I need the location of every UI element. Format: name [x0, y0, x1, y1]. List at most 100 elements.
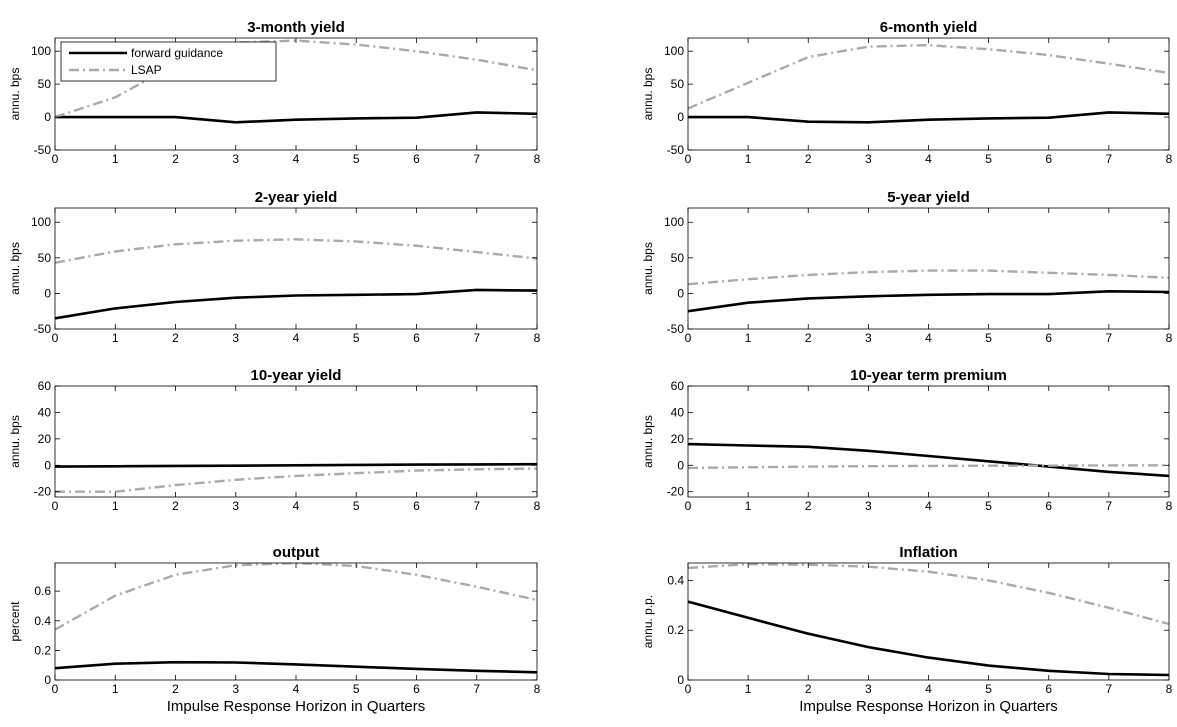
legend-label-forward-guidance: forward guidance [131, 46, 223, 60]
x-tick-label: 4 [293, 682, 300, 696]
y-tick-label: 0.4 [667, 573, 684, 587]
series-line-lsap [688, 563, 1169, 626]
series-line-lsap [55, 238, 537, 264]
x-tick-label: 3 [865, 152, 872, 166]
y-axis-label: annu. bps [641, 415, 655, 468]
x-tick-label: 4 [293, 152, 300, 166]
panel-title: 3-month yield [247, 19, 345, 36]
x-tick-label: 5 [353, 331, 360, 345]
x-tick-label: 8 [1166, 499, 1173, 513]
y-tick-label: 0 [44, 286, 51, 300]
x-tick-label: 4 [293, 331, 300, 345]
y-tick-label: 100 [664, 44, 684, 58]
y-tick-label: 40 [671, 405, 685, 419]
x-tick-label: 6 [413, 331, 420, 345]
x-tick-label: 5 [985, 499, 992, 513]
x-tick-label: 3 [865, 682, 872, 696]
x-tick-label: 1 [745, 499, 752, 513]
y-tick-label: 0 [677, 110, 684, 124]
y-tick-label: 20 [671, 432, 685, 446]
x-tick-label: 6 [413, 682, 420, 696]
x-tick-label: 8 [534, 331, 541, 345]
series-line-lsap [55, 563, 537, 631]
x-tick-label: 3 [865, 331, 872, 345]
x-tick-label: 7 [1106, 331, 1113, 345]
series-line-forward-guidance [55, 111, 537, 124]
y-axis-label: annu. bps [8, 415, 22, 468]
x-tick-label: 6 [1045, 499, 1052, 513]
y-tick-label: 40 [38, 405, 52, 419]
axes-box [687, 37, 1170, 151]
x-tick-label: 5 [985, 682, 992, 696]
legend-label-lsap: LSAP [131, 63, 162, 77]
x-tick-label: 6 [1045, 152, 1052, 166]
x-tick-label: 6 [413, 152, 420, 166]
x-tick-label: 7 [1106, 152, 1113, 166]
y-axis-label: annu. bps [641, 68, 655, 121]
x-tick-label: 8 [534, 682, 541, 696]
y-tick-label: 50 [671, 251, 685, 265]
y-tick-label: 60 [671, 379, 685, 393]
panel-title: Inflation [899, 544, 957, 561]
x-tick-label: 1 [112, 499, 119, 513]
axes-box [687, 207, 1170, 330]
panel-title: 10-year yield [251, 367, 342, 384]
y-axis-label: annu. bps [8, 68, 22, 121]
panel-title: 5-year yield [887, 189, 970, 206]
x-tick-label: 0 [685, 152, 692, 166]
x-tick-label: 3 [865, 499, 872, 513]
y-tick-label: 0 [44, 110, 51, 124]
y-tick-label: -50 [34, 322, 52, 336]
x-tick-label: 7 [473, 499, 480, 513]
panel-output: 0 1 2 3 4 5 6 7 8 0 0.2 0.4 0.6 output percent Impulse … [8, 544, 541, 715]
series-line-forward-guidance [55, 288, 537, 320]
x-tick-label: 2 [172, 152, 179, 166]
x-tick-label: 3 [232, 331, 239, 345]
x-tick-label: 5 [985, 331, 992, 345]
y-tick-label: -20 [667, 485, 685, 499]
x-tick-label: 1 [112, 331, 119, 345]
x-tick-label: 0 [52, 331, 59, 345]
x-tick-label: 7 [473, 682, 480, 696]
y-tick-label: 0 [677, 673, 684, 687]
series-line-forward-guidance [688, 600, 1169, 677]
x-tick-label: 0 [685, 499, 692, 513]
x-tick-label: 8 [1166, 152, 1173, 166]
x-tick-label: 0 [52, 682, 59, 696]
x-tick-label: 5 [353, 152, 360, 166]
y-axis-label: percent [8, 601, 22, 642]
y-tick-label: -20 [34, 485, 52, 499]
y-tick-label: 100 [31, 215, 51, 229]
y-tick-label: 0.4 [34, 614, 51, 628]
axes-box [54, 207, 538, 330]
series-line-forward-guidance [55, 660, 537, 674]
x-tick-label: 3 [232, 682, 239, 696]
x-tick-label: 5 [353, 682, 360, 696]
y-tick-label: 50 [38, 77, 52, 91]
x-tick-label: 2 [172, 682, 179, 696]
x-tick-label: 7 [1106, 499, 1113, 513]
y-tick-label: 0.2 [667, 623, 684, 637]
y-tick-label: 0 [44, 673, 51, 687]
x-tick-label: 2 [805, 331, 812, 345]
x-tick-label: 4 [925, 331, 932, 345]
series-line-lsap [55, 467, 537, 493]
panel-title: 2-year yield [255, 189, 338, 206]
series-line-lsap [688, 269, 1169, 286]
y-tick-label: 0.6 [34, 584, 51, 598]
x-tick-label: 7 [473, 152, 480, 166]
series-line-forward-guidance [688, 111, 1169, 124]
y-tick-label: 0 [677, 286, 684, 300]
x-tick-label: 1 [112, 682, 119, 696]
y-tick-label: 100 [664, 215, 684, 229]
x-tick-label: 4 [925, 682, 932, 696]
y-tick-label: 0 [677, 458, 684, 472]
y-tick-label: 100 [31, 44, 51, 58]
x-tick-label: 1 [745, 331, 752, 345]
x-tick-label: 0 [685, 331, 692, 345]
